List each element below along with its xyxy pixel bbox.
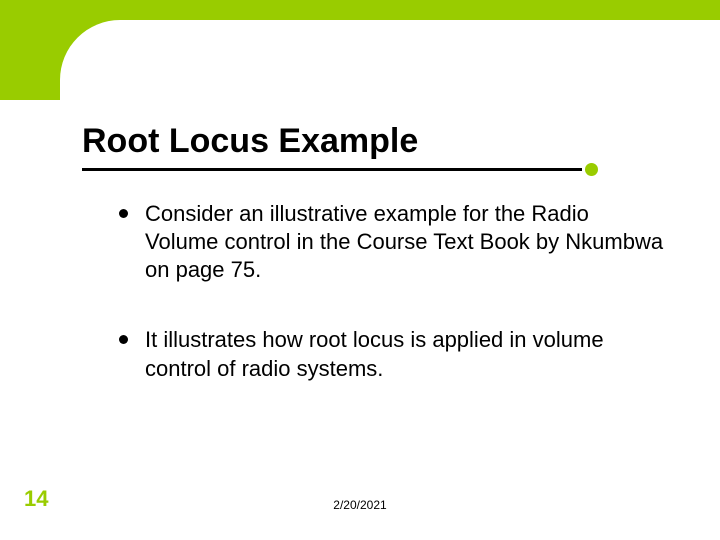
list-item: Consider an illustrative example for the… bbox=[145, 200, 665, 284]
slide-title: Root Locus Example bbox=[82, 122, 418, 161]
slide: Root Locus Example Consider an illustrat… bbox=[0, 0, 720, 540]
bullet-list: Consider an illustrative example for the… bbox=[145, 200, 665, 425]
accent-dot-icon bbox=[585, 163, 598, 176]
footer-date: 2/20/2021 bbox=[0, 498, 720, 512]
list-item: It illustrates how root locus is applied… bbox=[145, 326, 665, 382]
title-rule bbox=[82, 168, 582, 171]
